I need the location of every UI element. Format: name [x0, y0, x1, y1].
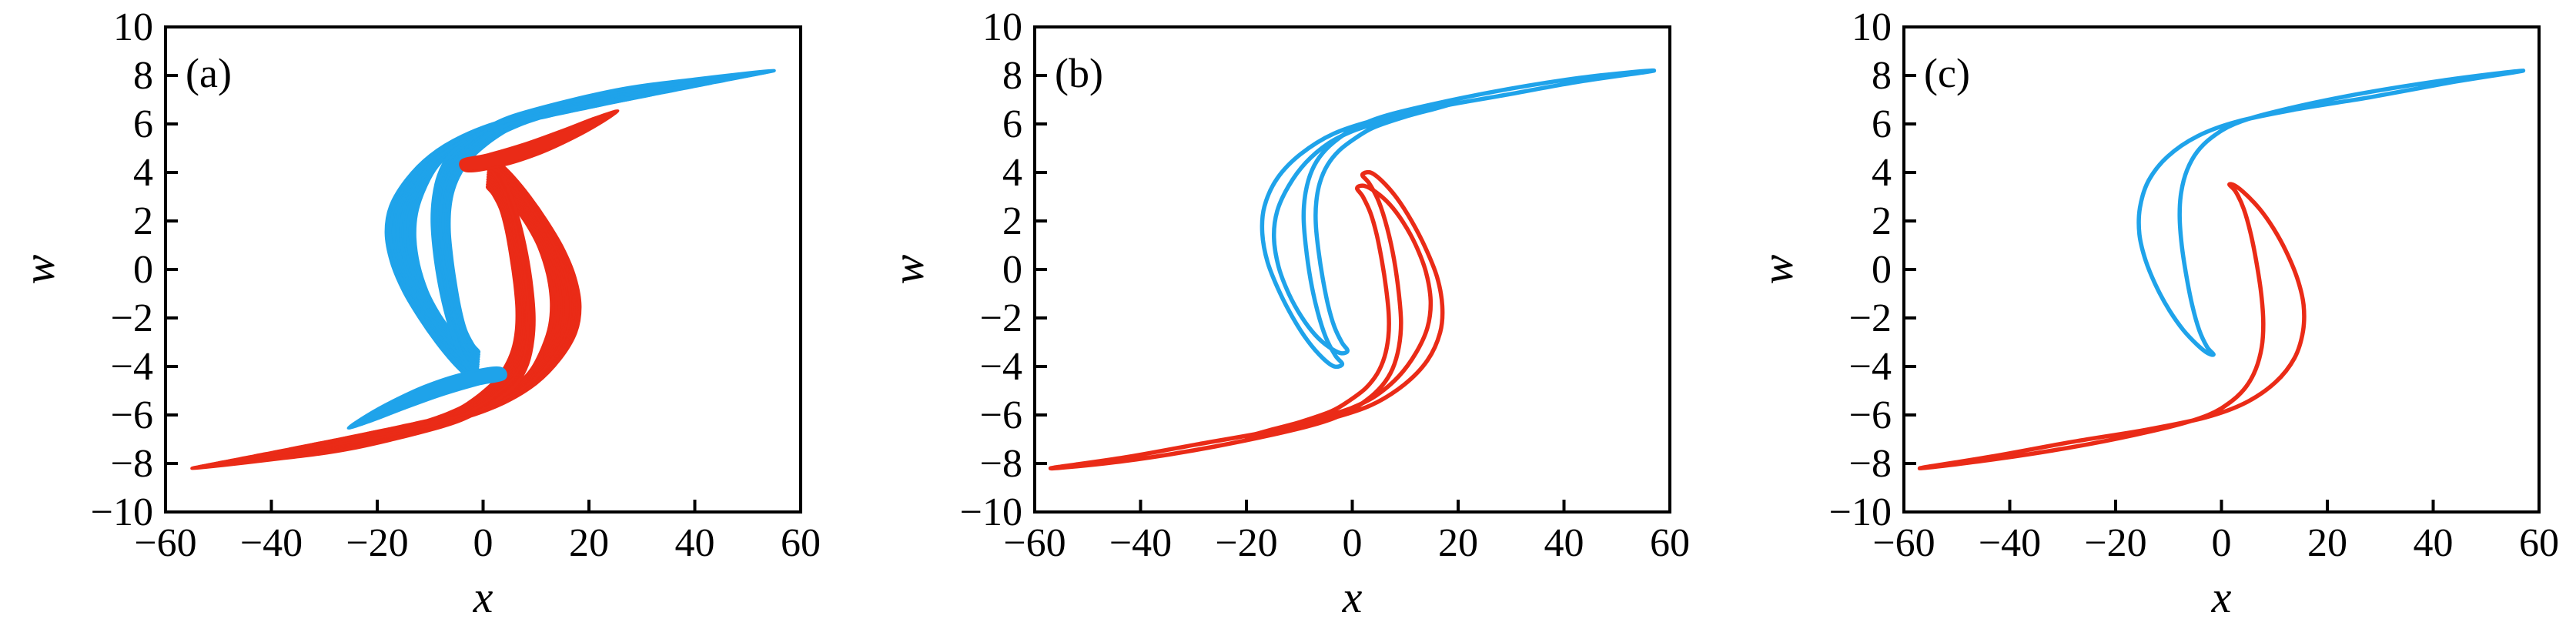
y-tick-label: −10 — [960, 490, 1022, 534]
y-tick-label: 6 — [133, 102, 153, 146]
plot-area — [1048, 68, 1657, 471]
x-tick-label: 20 — [1438, 521, 1478, 565]
x-tick-label: 20 — [569, 521, 609, 565]
y-tick-label: 8 — [133, 54, 153, 98]
x-tick-label: 60 — [2519, 521, 2559, 565]
y-axis-title: w — [883, 254, 933, 284]
y-tick-label: 6 — [1002, 102, 1022, 146]
x-tick-label: 0 — [2212, 521, 2232, 565]
x-axis-title: x — [2211, 572, 2232, 622]
y-tick-label: −6 — [111, 393, 153, 437]
plot-frame — [1902, 25, 2541, 514]
x-tick-label: 40 — [2414, 521, 2454, 565]
y-tick-label: 0 — [1872, 248, 1892, 292]
plot-frame — [1033, 25, 1671, 514]
y-tick-label: 8 — [1872, 54, 1892, 98]
x-tick-label: −60 — [1872, 521, 1935, 565]
y-tick-label: −4 — [980, 345, 1022, 389]
y-tick-label: −10 — [91, 490, 153, 534]
y-tick-label: −8 — [111, 442, 153, 486]
blue-orbit-loop-1 — [1260, 68, 1657, 370]
x-tick-label: 20 — [2307, 521, 2347, 565]
y-tick-label: −4 — [1849, 345, 1892, 389]
x-tick-label: −20 — [346, 521, 408, 565]
red-excursion-wing — [459, 109, 620, 173]
x-tick-label: 0 — [473, 521, 493, 565]
x-tick-label: −20 — [1215, 521, 1277, 565]
x-tick-label: 60 — [1650, 521, 1690, 565]
y-tick-label: −8 — [980, 442, 1022, 486]
y-tick-label: 2 — [1872, 199, 1892, 243]
red-orbit-loop-1 — [1917, 182, 2307, 471]
x-tick-label: −40 — [1109, 521, 1172, 565]
panel-label: (b) — [1055, 50, 1103, 96]
y-tick-label: 10 — [113, 5, 153, 49]
x-axis-title: x — [1342, 572, 1363, 622]
y-tick-label: 4 — [1872, 151, 1892, 195]
y-tick-label: 8 — [1002, 54, 1022, 98]
red-orbit-loop-2 — [1244, 183, 1434, 440]
blue-excursion-wing — [346, 366, 507, 430]
x-tick-label: −60 — [134, 521, 196, 565]
red-orbit-loop-1 — [1048, 169, 1445, 471]
panel-label: (a) — [186, 50, 232, 96]
x-tick-label: 0 — [1343, 521, 1363, 565]
y-axis-title: w — [1752, 254, 1802, 284]
y-tick-label: 4 — [1002, 151, 1022, 195]
y-tick-label: 2 — [133, 199, 153, 243]
y-tick-label: 10 — [982, 5, 1022, 49]
y-tick-label: 2 — [1002, 199, 1022, 243]
y-tick-label: −2 — [980, 296, 1022, 340]
y-tick-label: −8 — [1849, 442, 1892, 486]
y-tick-label: −4 — [111, 345, 153, 389]
x-tick-label: 40 — [675, 521, 715, 565]
x-tick-label: 60 — [781, 521, 821, 565]
y-tick-label: 0 — [1002, 248, 1022, 292]
plot-area — [1917, 68, 2526, 471]
y-tick-label: −2 — [111, 296, 153, 340]
y-axis-title: w — [14, 254, 64, 284]
blue-band-restroke-1 — [399, 93, 651, 367]
x-tick-label: −20 — [2084, 521, 2146, 565]
y-tick-label: 10 — [1852, 5, 1892, 49]
panel-label: (c) — [1924, 50, 1970, 96]
x-tick-label: −40 — [240, 521, 303, 565]
y-tick-label: −6 — [1849, 393, 1892, 437]
y-tick-label: −2 — [1849, 296, 1892, 340]
plot-frame — [164, 25, 802, 514]
y-tick-label: 0 — [133, 248, 153, 292]
y-tick-label: −6 — [980, 393, 1022, 437]
blue-orbit-loop-1 — [2136, 68, 2526, 357]
x-axis-title: x — [473, 572, 493, 622]
x-tick-label: 40 — [1544, 521, 1584, 565]
blue-orbit-loop-2 — [1271, 99, 1460, 356]
y-tick-label: 4 — [133, 151, 153, 195]
y-tick-label: −10 — [1829, 490, 1892, 534]
plot-area — [190, 69, 776, 470]
y-tick-label: 6 — [1872, 102, 1892, 146]
x-tick-label: −40 — [1979, 521, 2041, 565]
x-tick-label: −60 — [1003, 521, 1066, 565]
